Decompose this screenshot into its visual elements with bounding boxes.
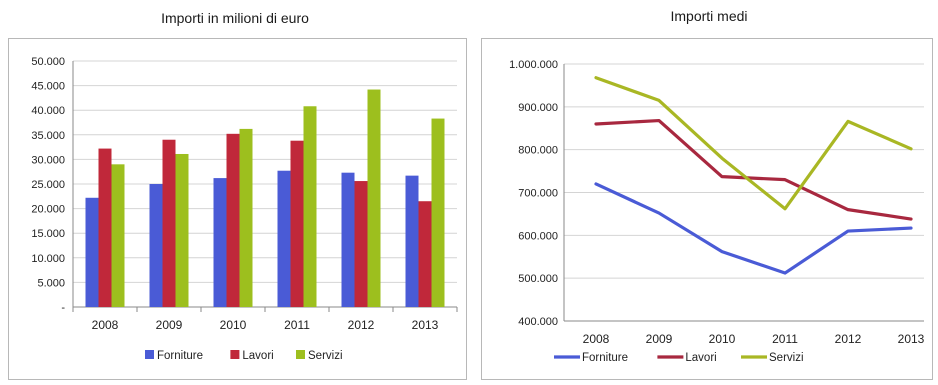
y-tick-label: 40.000 bbox=[31, 105, 65, 117]
legend-label-lavori: Lavori bbox=[242, 350, 273, 362]
bar-forniture bbox=[341, 172, 355, 307]
bar-servizi bbox=[175, 153, 189, 307]
bar-lavori bbox=[354, 181, 368, 307]
y-tick-label: 1.000.000 bbox=[509, 59, 558, 71]
y-tick-label: 25.000 bbox=[31, 179, 65, 191]
bar-chart: - 5.000 10.000 15.000 20.000 25.000 30.000 35.0… bbox=[31, 56, 458, 362]
line-chart-panel: 400.000 500.000 600.000 700.000 800.000 900.0… bbox=[481, 38, 933, 380]
x-tick-label: 2010 bbox=[709, 332, 736, 346]
x-tick-label: 2010 bbox=[220, 318, 247, 332]
bar-chart-panel: - 5.000 10.000 15.000 20.000 25.000 30.000 35.0… bbox=[8, 38, 467, 380]
bar-lavori bbox=[226, 133, 240, 307]
y-tick-label: 15.000 bbox=[31, 228, 65, 240]
series-line-lavori bbox=[594, 118, 913, 221]
y-tick-label: 800.000 bbox=[518, 145, 558, 157]
line-chart-title: Importi medi bbox=[670, 8, 748, 24]
y-tick-label: 35.000 bbox=[31, 130, 65, 142]
legend-label-forniture: Forniture bbox=[582, 352, 628, 364]
y-tick-label: 45.000 bbox=[31, 81, 65, 93]
y-tick-label: 20.000 bbox=[31, 204, 65, 216]
y-tick-label: 900.000 bbox=[518, 102, 558, 114]
legend-label-servizi: Servizi bbox=[308, 350, 343, 362]
y-tick-label: 700.000 bbox=[518, 188, 558, 200]
x-tick-label: 2011 bbox=[772, 332, 798, 346]
bar-lavori bbox=[290, 140, 304, 307]
legend-swatch-lavori bbox=[230, 350, 240, 359]
bar-servizi bbox=[303, 106, 317, 307]
bar-forniture bbox=[149, 184, 163, 307]
bar-chart-title: Importi in milioni di euro bbox=[161, 10, 309, 26]
legend-label-servizi: Servizi bbox=[769, 352, 804, 364]
y-tick-label: 30.000 bbox=[31, 154, 65, 166]
bar-forniture bbox=[405, 175, 419, 307]
x-tick-label: 2008 bbox=[583, 332, 610, 346]
legend-label-lavori: Lavori bbox=[685, 352, 716, 364]
y-tick-label: 50.000 bbox=[31, 56, 65, 68]
x-tick-label: 2011 bbox=[284, 318, 310, 332]
y-tick-label: 10.000 bbox=[31, 253, 65, 265]
bar-forniture bbox=[85, 197, 99, 307]
x-tick-label: 2009 bbox=[156, 318, 183, 332]
series-line-forniture bbox=[594, 182, 913, 275]
series-line-servizi bbox=[594, 76, 913, 211]
bar-servizi bbox=[111, 164, 125, 307]
y-tick-label: 600.000 bbox=[518, 230, 558, 242]
bar-forniture bbox=[213, 178, 227, 307]
bar-lavori bbox=[162, 139, 176, 307]
y-tick-label: 500.000 bbox=[518, 273, 558, 285]
bar-lavori bbox=[98, 148, 112, 307]
x-tick-label: 2013 bbox=[898, 332, 925, 346]
x-tick-label: 2008 bbox=[92, 318, 119, 332]
bar-servizi bbox=[239, 128, 253, 307]
bar-servizi bbox=[367, 89, 381, 307]
legend-swatch-forniture bbox=[145, 350, 154, 359]
x-tick-label: 2013 bbox=[412, 318, 439, 332]
x-tick-label: 2009 bbox=[646, 332, 673, 346]
y-tick-label: 5.000 bbox=[37, 277, 65, 289]
legend-swatch-servizi bbox=[296, 350, 305, 359]
bar-forniture bbox=[277, 170, 291, 307]
bar-lavori bbox=[418, 201, 432, 307]
y-tick-label: 400.000 bbox=[518, 316, 558, 328]
x-tick-label: 2012 bbox=[835, 332, 862, 346]
legend-label-forniture: Forniture bbox=[157, 350, 203, 362]
x-tick-label: 2012 bbox=[348, 318, 375, 332]
line-chart: 400.000 500.000 600.000 700.000 800.000 900.0… bbox=[509, 59, 925, 364]
bar-servizi bbox=[431, 118, 445, 308]
y-tick-label: - bbox=[61, 302, 65, 314]
